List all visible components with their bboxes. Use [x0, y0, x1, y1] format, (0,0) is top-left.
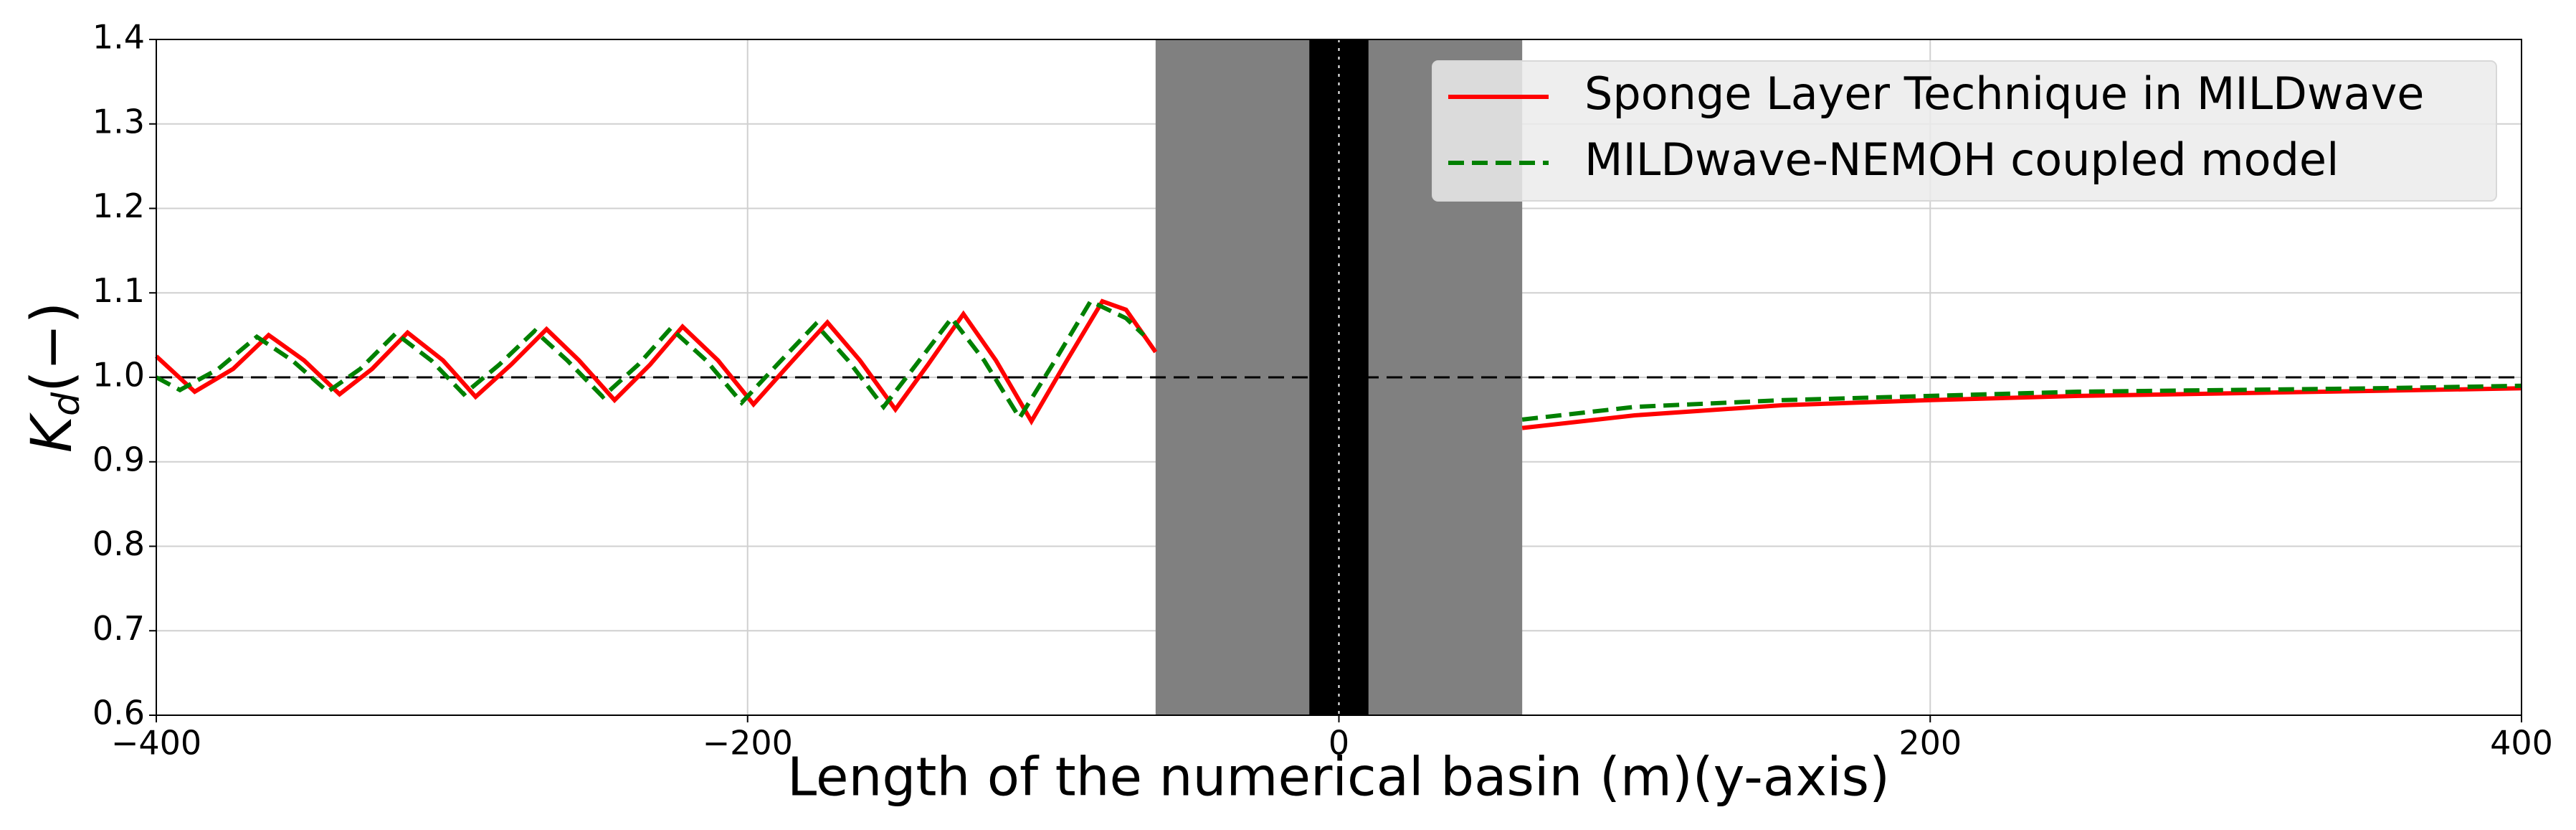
y-tick-label: 1.2: [92, 187, 145, 225]
legend-box: [1432, 60, 2497, 202]
y-tick-label: 0.9: [92, 440, 145, 478]
x-tick-label: 400: [2490, 724, 2553, 763]
legend-label: Sponge Layer Technique in MILDwave: [1584, 67, 2424, 120]
legend: Sponge Layer Technique in MILDwave MILDwa…: [1432, 60, 2497, 202]
y-label-rest: (−): [20, 302, 85, 392]
x-tick-label: −200: [703, 724, 793, 763]
x-axis-label: Length of the numerical basin (m)(y-axis…: [787, 747, 1890, 808]
legend-label: MILDwave-NEMOH coupled model: [1584, 133, 2339, 186]
y-axis-label: Kd(−): [20, 302, 88, 453]
x-tick-label: 0: [1329, 724, 1349, 763]
y-tick-label: 1.1: [92, 271, 145, 310]
y-tick-label: 1.3: [92, 102, 145, 141]
y-label-sub: d: [45, 392, 88, 416]
y-tick-label: 1.0: [92, 356, 145, 395]
y-label-base: K: [20, 412, 85, 453]
y-tick-label: 0.8: [92, 524, 145, 563]
x-tick-label: −400: [111, 724, 201, 763]
y-tick-label: 0.7: [92, 609, 145, 648]
plot-frame: [156, 39, 2522, 716]
x-tick-label: 200: [1898, 724, 1962, 763]
line-series: [155, 298, 2522, 423]
y-tick-label: 1.4: [92, 18, 145, 57]
y-tick-label: 0.6: [92, 694, 145, 732]
